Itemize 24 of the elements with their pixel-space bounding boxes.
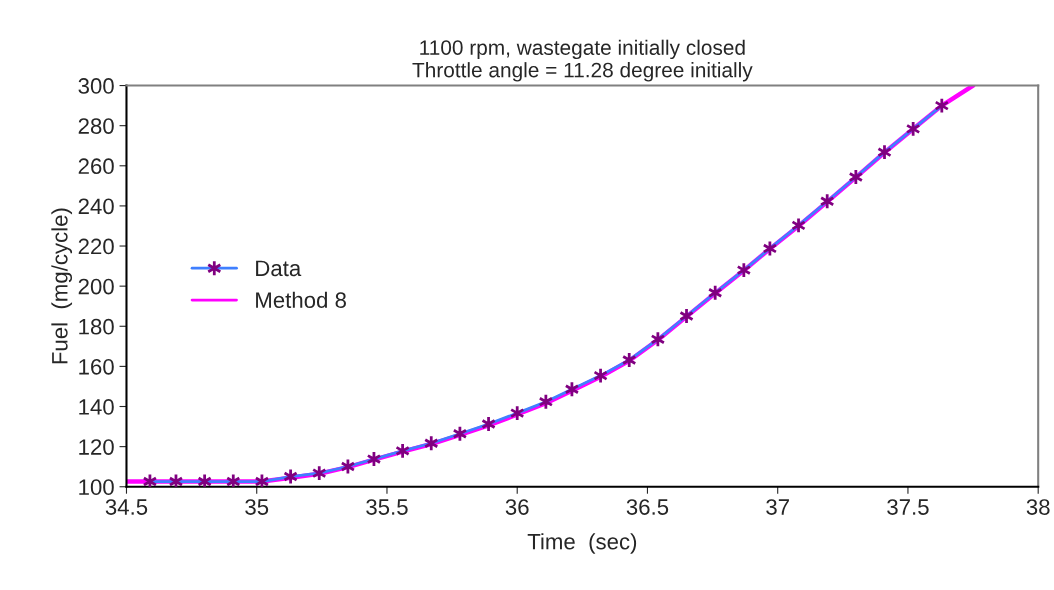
y-tick-label: 220 — [78, 238, 114, 255]
y-tick-label: 280 — [78, 118, 114, 134]
y-tick-label: 300 — [78, 78, 114, 94]
y-axis-title: Fuel (mg/cycle) — [51, 208, 73, 364]
y-tick-label: 240 — [78, 198, 114, 215]
y-tick-label: 160 — [79, 358, 114, 375]
y-tick-label: 140 — [79, 399, 114, 415]
x-tick-label: 38 — [1026, 499, 1050, 515]
y-tick-label: 260 — [78, 158, 114, 175]
y-tick-label: 200 — [78, 278, 114, 295]
x-tick-label: 37.5 — [887, 499, 929, 515]
y-tick-label: 100 — [79, 479, 114, 496]
legend-label: Method 8 — [256, 291, 346, 309]
x-tick-label: 36 — [505, 499, 529, 515]
x-tick-label: 35 — [245, 499, 269, 515]
y-tick-label: 120 — [79, 439, 114, 455]
x-tick-label: 36.5 — [626, 499, 669, 515]
legend-label: Data — [256, 260, 302, 277]
y-tick-label: 180 — [79, 318, 114, 335]
x-tick-label: 34.5 — [105, 499, 148, 515]
chart-title: 1100 rpm, wastegate initially closed Throttle angle = 11.28 degree initially — [412, 39, 753, 82]
x-tick-label: 37 — [766, 499, 789, 515]
x-axis-title: Time (sec) — [527, 533, 637, 554]
x-tick-label: 35.5 — [366, 499, 408, 515]
